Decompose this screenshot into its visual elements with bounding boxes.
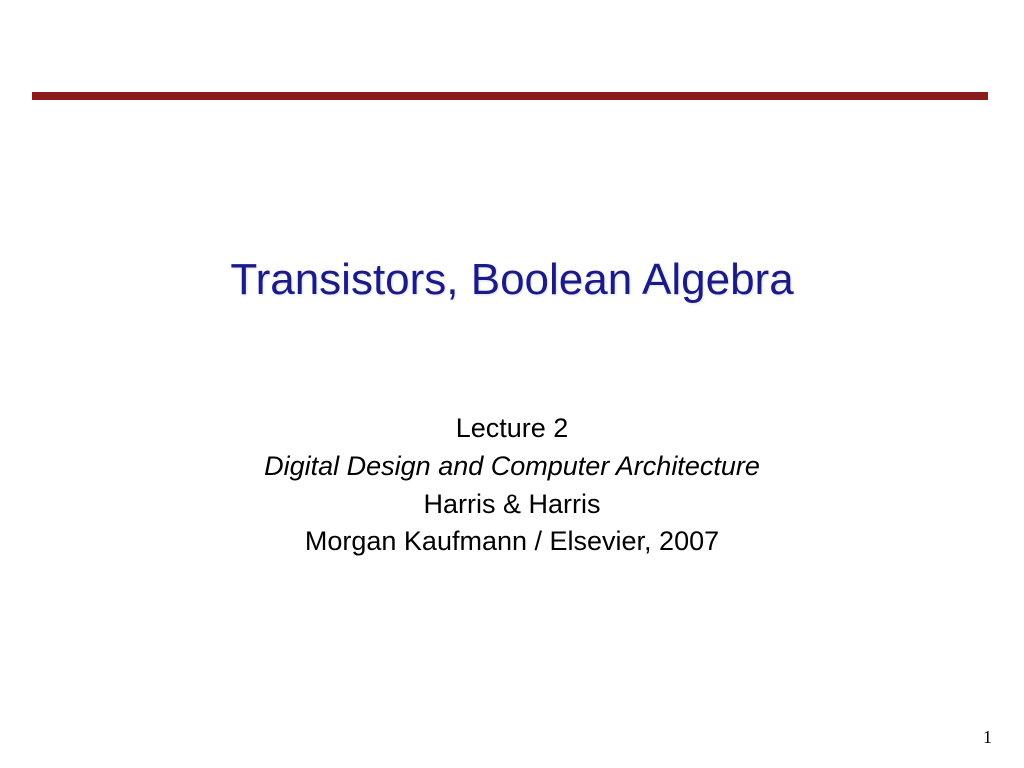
publisher: Morgan Kaufmann / Elsevier, 2007	[0, 523, 1024, 561]
subtitle-block: Lecture 2 Digital Design and Computer Ar…	[0, 410, 1024, 561]
page-number: 1	[983, 727, 992, 748]
course-title: Digital Design and Computer Architecture	[0, 448, 1024, 486]
lecture-label: Lecture 2	[0, 410, 1024, 448]
authors: Harris & Harris	[0, 486, 1024, 524]
slide-title: Transistors, Boolean Algebra	[0, 255, 1024, 305]
divider-rule	[32, 92, 988, 100]
